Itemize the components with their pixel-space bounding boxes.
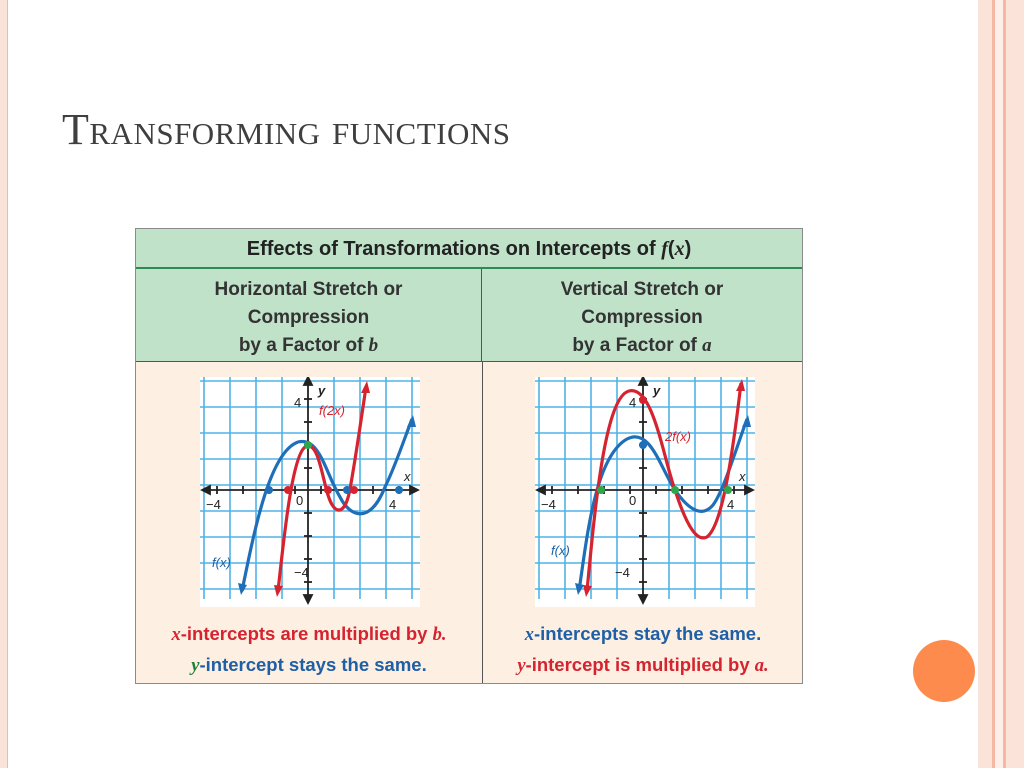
- vertical-stretch-graph: y x 4 −4 −4 0 4 2f(x) f(x): [535, 377, 755, 607]
- y-intercept-point: [639, 396, 647, 404]
- left-border: [0, 0, 8, 768]
- y-intercept-point: [639, 441, 647, 449]
- table-title: Effects of Transformations on Intercepts…: [136, 229, 802, 269]
- f-2x-arrow-up: [361, 381, 370, 393]
- accent-dot: [913, 640, 975, 702]
- slide-title: Transforming functions: [62, 105, 511, 154]
- y-axis-label: y: [317, 383, 326, 398]
- f-x-arrow-down: [238, 583, 247, 595]
- x-tick-4: 4: [389, 497, 396, 512]
- intercept-point: [265, 486, 273, 494]
- f-2x-arrow-down: [274, 585, 283, 597]
- left-column-header: Horizontal Stretch or Compression by a F…: [136, 269, 482, 362]
- intercept-point: [395, 486, 403, 494]
- 2f-x-curve: [585, 382, 743, 592]
- x-axis-label: x: [403, 469, 411, 484]
- left-caption: x-intercepts are multiplied by b. y-inte…: [171, 623, 447, 676]
- intercepts-table: Effects of Transformations on Intercepts…: [135, 228, 803, 684]
- horizontal-stretch-graph: y x 4 −4 −4 0 4 f(2x) f(x): [200, 377, 420, 607]
- y-tick-neg4: −4: [615, 565, 630, 580]
- 2f-x-arrow-up: [736, 379, 745, 391]
- y-axis-label: y: [652, 383, 661, 398]
- x-intercept-point: [724, 486, 732, 494]
- x-tick-neg4: −4: [206, 497, 221, 512]
- intercept-point: [284, 486, 292, 494]
- y-intercept-point: [304, 441, 312, 449]
- right-caption: x-intercepts stay the same. y-intercept …: [517, 623, 769, 676]
- f-x-arrow-down: [575, 583, 584, 595]
- x-intercept-point: [597, 486, 605, 494]
- f-x-label: f(x): [212, 555, 231, 570]
- 2f-x-arrow-down: [583, 585, 592, 597]
- f-x-arrow-up: [407, 415, 416, 427]
- f-x-label: f(x): [551, 543, 570, 558]
- right-column-header: Vertical Stretch or Compression by a Fac…: [482, 269, 802, 362]
- origin-label: 0: [296, 493, 303, 508]
- f-x-curve: [577, 418, 749, 592]
- column-divider: [482, 362, 483, 683]
- origin-label: 0: [629, 493, 636, 508]
- intercept-point: [350, 486, 358, 494]
- f-2x-label: f(2x): [319, 403, 345, 418]
- intercept-point: [324, 486, 332, 494]
- right-border: [978, 0, 1024, 768]
- 2f-x-label: 2f(x): [664, 429, 691, 444]
- x-tick-neg4: −4: [541, 497, 556, 512]
- x-intercept-point: [671, 486, 679, 494]
- y-tick-neg4: −4: [294, 565, 309, 580]
- y-tick-4: 4: [629, 395, 636, 410]
- x-axis-label: x: [738, 469, 746, 484]
- axes: [535, 377, 755, 606]
- f-x-arrow-up: [742, 415, 751, 427]
- y-tick-4: 4: [294, 395, 301, 410]
- x-tick-4: 4: [727, 497, 734, 512]
- intercept-point: [343, 486, 351, 494]
